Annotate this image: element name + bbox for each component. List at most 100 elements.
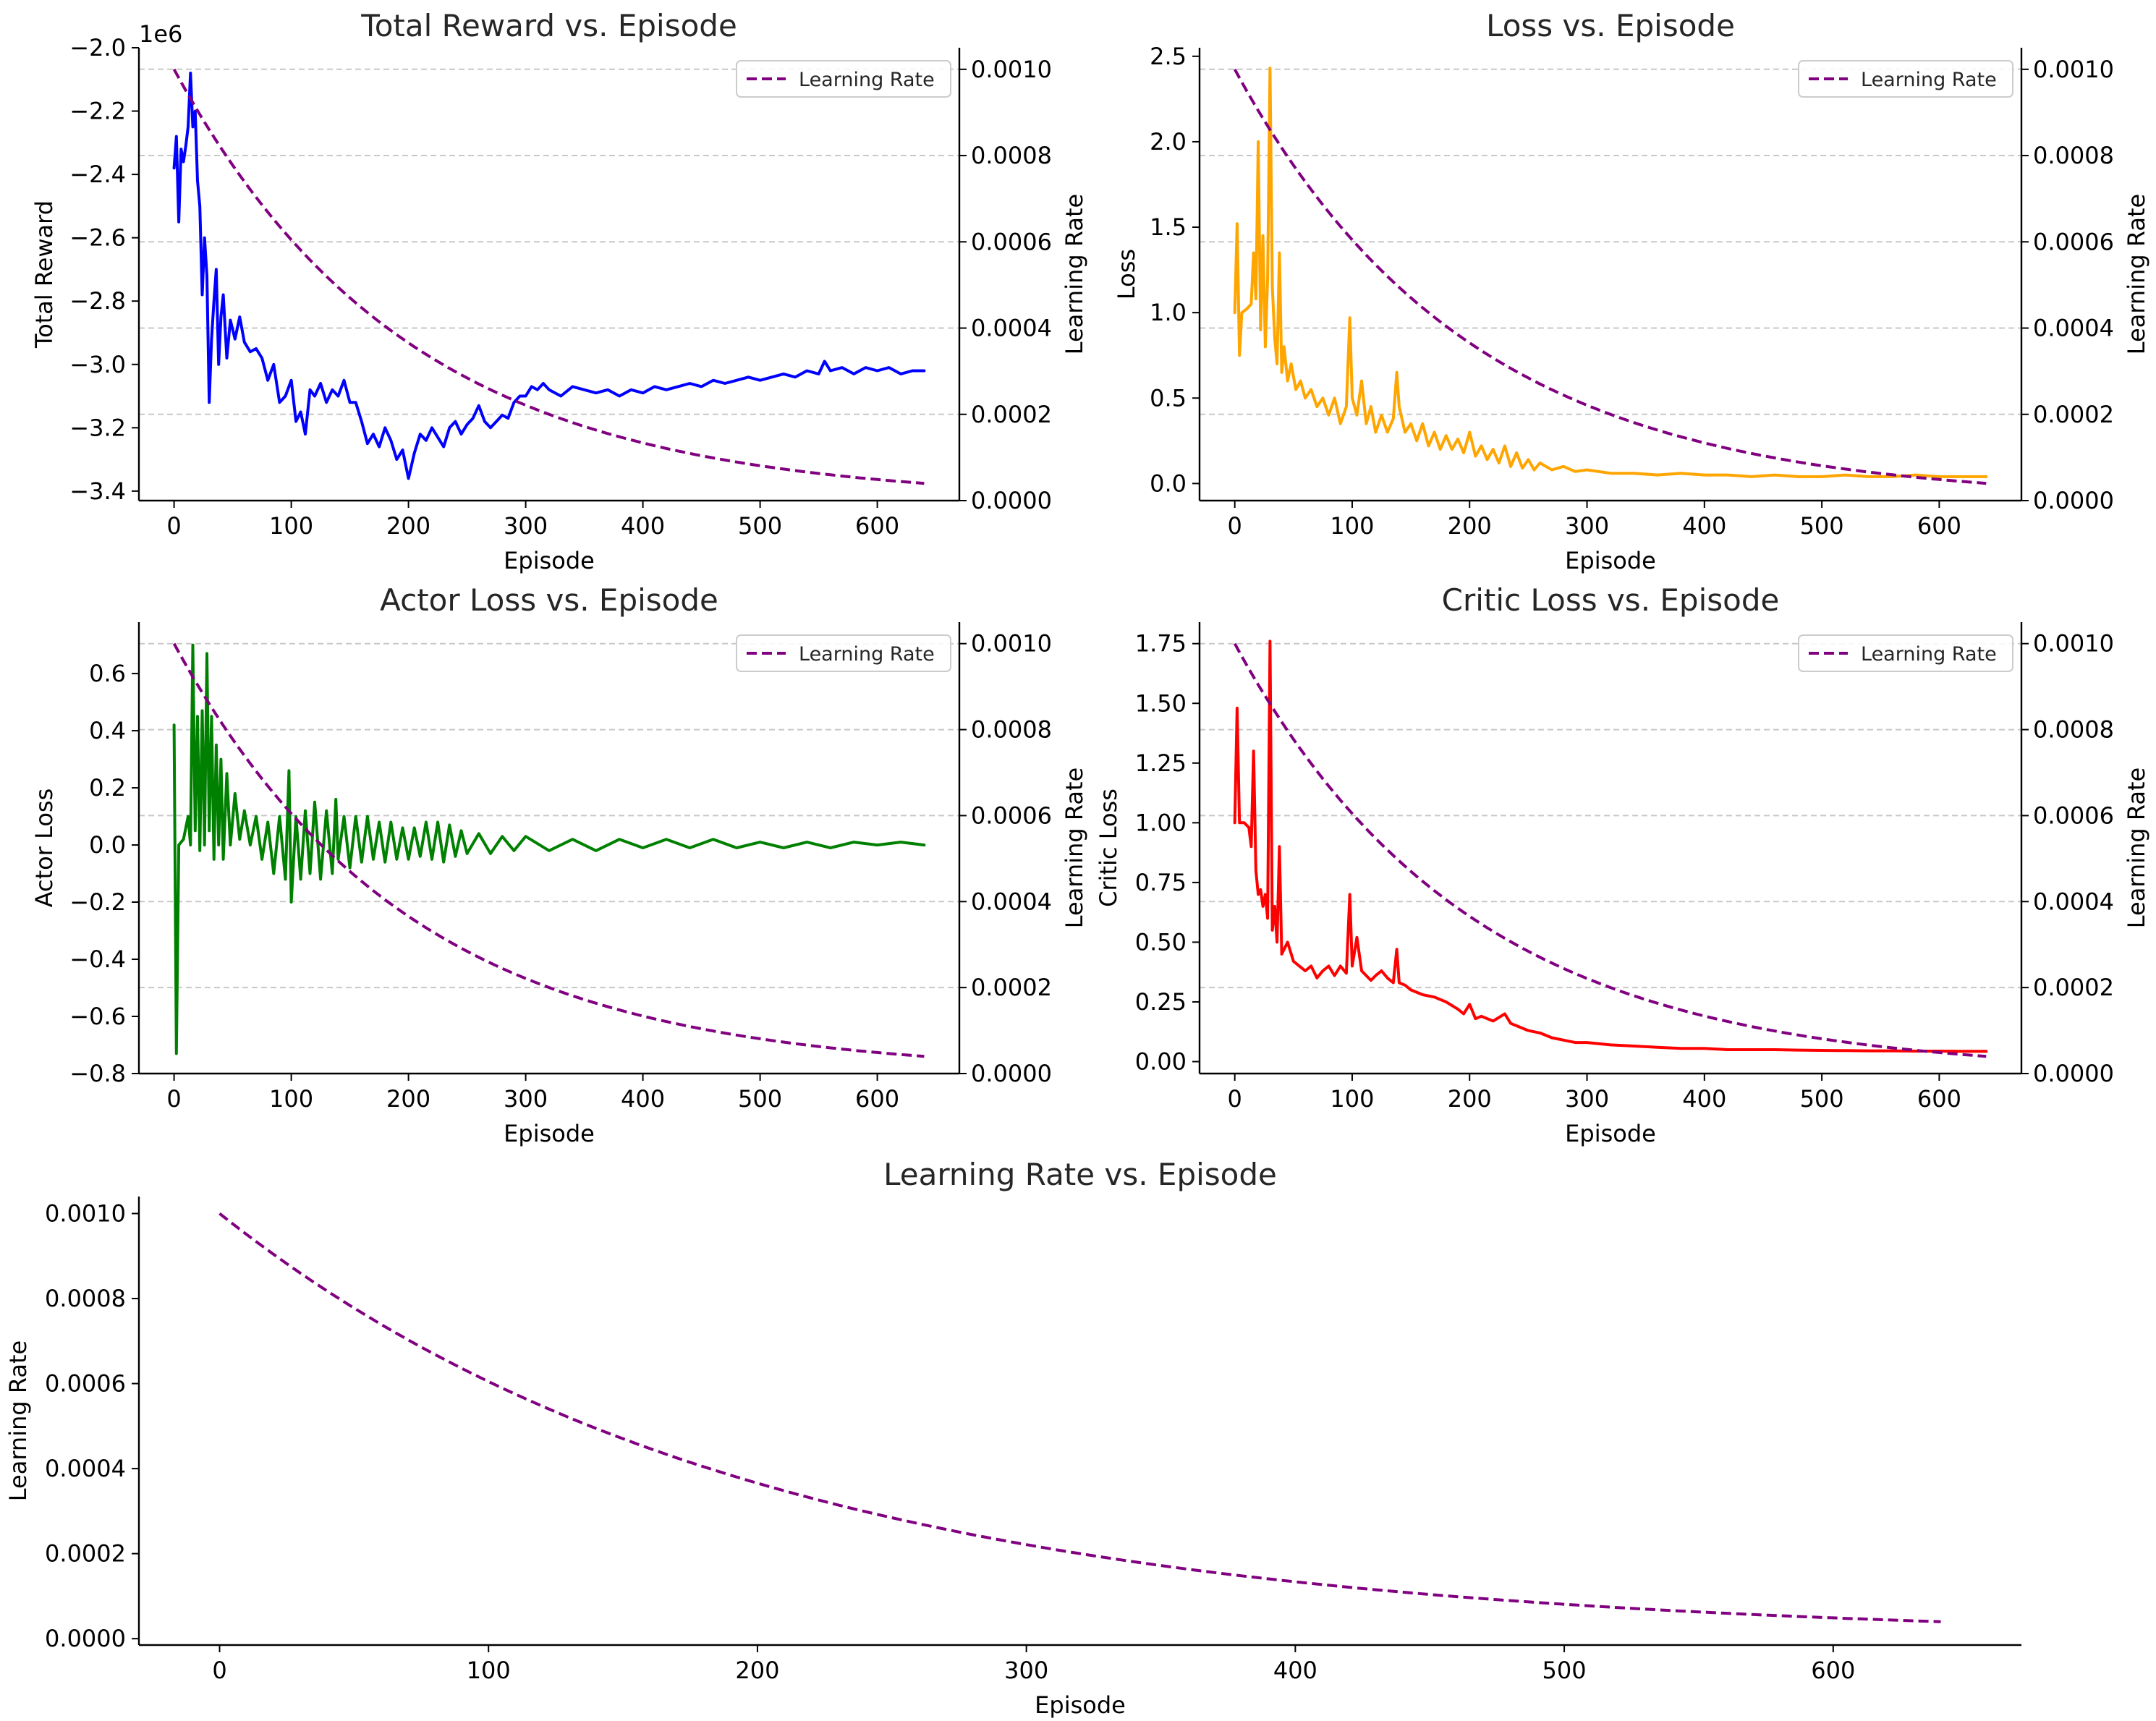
y-tick-label: 0.6 [89,660,126,687]
series-line [1233,67,1988,478]
x-tick-label: 300 [1004,1657,1048,1684]
y2-tick-label: 0.0010 [2033,630,2114,658]
x-tick-label: 0 [1228,512,1242,540]
legend-frame [736,60,951,98]
y2-axis-label: Learning Rate [1061,194,1088,354]
x-tick-label: 100 [269,512,313,540]
learning-rate-line [172,68,925,485]
x-axis-label: Episode [1035,1691,1126,1719]
x-tick-label: 200 [735,1657,779,1684]
y2-tick-label: 0.0006 [971,228,1052,255]
y2-tick-label: 0.0004 [2033,888,2114,915]
y2-tick-label: 0.0000 [971,487,1052,514]
legend-label: Learning Rate [1861,69,1997,91]
learning-rate-line [1233,68,1987,485]
y-tick-label: 0.2 [89,774,126,802]
x-tick-label: 300 [504,512,548,540]
x-tick-label: 600 [1917,512,1961,540]
y2-tick-label: 0.0002 [971,401,1052,428]
y-axis-label: Total Reward [30,200,58,349]
x-tick-label: 0 [212,1657,226,1684]
y2-axis-label: Learning Rate [2123,768,2150,928]
y-tick-label: −2.8 [69,287,126,315]
legend-label: Learning Rate [1861,643,1997,666]
y2-tick-label: 0.0006 [2033,802,2114,829]
y2-tick-label: 0.0006 [2033,228,2114,255]
y2-tick-label: 0.0000 [2033,1060,2114,1087]
chart-title: Loss vs. Episode [1486,8,1735,43]
y2-tick-label: 0.0010 [971,630,1052,658]
x-tick-label: 400 [621,512,665,540]
y2-tick-label: 0.0010 [971,56,1052,83]
y-axis-label: Loss [1113,249,1140,299]
axis-offset-text: 1e6 [139,20,182,48]
y-tick-label: 1.75 [1135,630,1187,658]
x-tick-label: 0 [166,1085,181,1113]
y-tick-label: 0.0008 [45,1285,126,1312]
y-tick-label: −2.2 [69,98,126,125]
x-tick-label: 100 [269,1085,313,1113]
y2-tick-label: 0.0000 [971,1060,1052,1087]
x-tick-label: 400 [621,1085,665,1113]
x-tick-label: 600 [855,1085,899,1113]
y-tick-label: 0.0 [89,831,126,859]
y2-axis-label: Learning Rate [2123,194,2150,354]
x-tick-label: 500 [1542,1657,1587,1684]
x-tick-label: 400 [1682,512,1726,540]
x-tick-label: 0 [1228,1085,1242,1113]
chart-title: Critic Loss vs. Episode [1442,582,1780,618]
x-tick-label: 500 [1800,1085,1844,1113]
y-tick-label: −0.6 [69,1003,126,1030]
x-tick-label: 200 [386,512,430,540]
legend: Learning Rate [1798,60,2013,98]
x-tick-label: 500 [738,1085,782,1113]
x-tick-label: 400 [1682,1085,1726,1113]
y-tick-label: −0.2 [69,888,126,916]
chart-actor: 0 100 200 300 400 500 600 0.6 0.4 0.2 0.0 −0.2 −0.4 −… [30,582,1088,1147]
y-tick-label: 0.50 [1135,928,1187,956]
y-tick-label: 0.0 [1150,469,1187,497]
y-tick-label: 0.0010 [45,1200,126,1228]
learning-rate-line [1233,642,1987,1058]
legend-frame [1798,634,2013,672]
y2-tick-label: 0.0008 [2033,142,2114,169]
x-axis-label: Episode [1565,547,1656,574]
y2-tick-label: 0.0008 [971,142,1052,169]
x-axis-label: Episode [504,547,595,574]
series-line [172,72,926,480]
y2-tick-label: 0.0008 [2033,716,2114,744]
legend-frame [736,634,951,672]
chart-lr: 0 100 200 300 400 500 600 0.0000 0.0002 0.0004 0.0… [4,1157,2021,1719]
chart-reward: 0 100 200 300 400 500 600 −2.0 −2.2 −2.4 −2.6 −2.8 −… [30,8,1088,574]
x-axis-label: Episode [1565,1120,1656,1147]
y2-tick-label: 0.0002 [2033,974,2114,1001]
legend: Learning Rate [736,60,951,98]
chart-title: Actor Loss vs. Episode [380,582,718,618]
x-tick-label: 300 [1565,512,1609,540]
legend: Learning Rate [1798,634,2013,672]
x-tick-label: 200 [1448,1085,1492,1113]
y2-axis-label: Learning Rate [1061,768,1088,928]
x-tick-label: 500 [1800,512,1844,540]
y2-tick-label: 0.0004 [971,315,1052,342]
y2-tick-label: 0.0004 [2033,315,2114,342]
y-tick-label: 0.0006 [45,1370,126,1398]
x-tick-label: 100 [1330,512,1374,540]
x-tick-label: 0 [166,512,181,540]
series-line [1233,639,1988,1053]
learning-rate-line [172,642,925,1058]
y-tick-label: −0.8 [69,1060,126,1087]
y-tick-label: −2.0 [69,34,126,61]
learning-rate-line [218,1212,1941,1623]
x-tick-label: 600 [855,512,899,540]
x-tick-label: 300 [504,1085,548,1113]
x-tick-label: 100 [1330,1085,1374,1113]
y-tick-label: 0.5 [1150,384,1187,412]
y-tick-label: −2.4 [69,161,126,188]
series-line [172,643,926,1055]
y-tick-label: 0.4 [89,717,126,744]
x-tick-label: 100 [467,1657,511,1684]
legend-frame [1798,60,2013,98]
x-tick-label: 600 [1917,1085,1961,1113]
